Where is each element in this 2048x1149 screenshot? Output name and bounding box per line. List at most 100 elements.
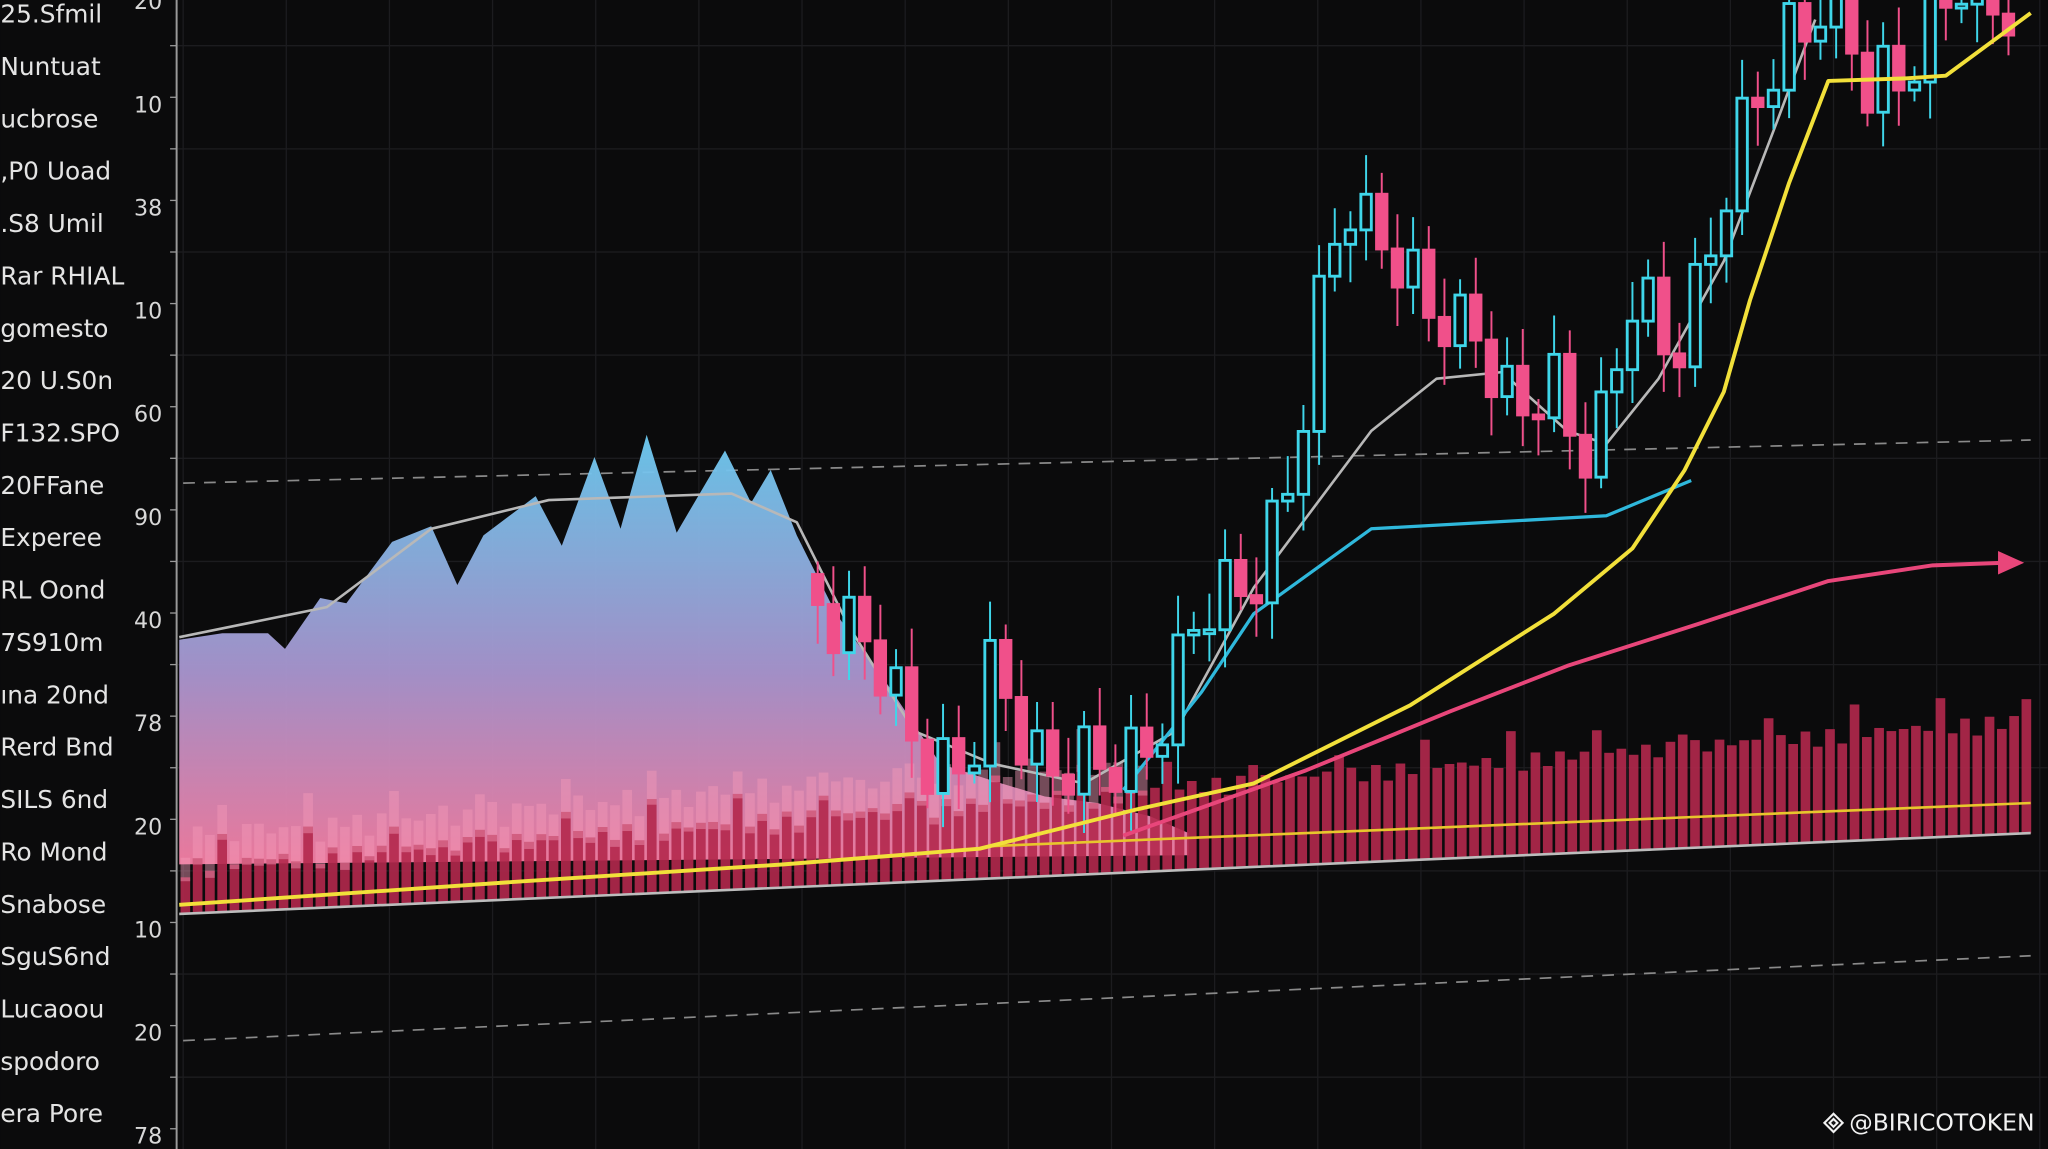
volume-bar — [1776, 735, 1786, 845]
volume-bar — [1677, 734, 1688, 849]
volume-bar — [487, 834, 498, 901]
side-label: ucbrose — [0, 104, 98, 133]
volume-bar — [1837, 743, 1848, 842]
volume-bar — [1726, 745, 1737, 847]
volume-bar — [1763, 718, 1774, 845]
volume-bar — [438, 840, 448, 903]
candle-body — [1719, 209, 1734, 258]
volume-bar — [634, 840, 645, 895]
volume-bar — [1407, 774, 1418, 861]
candle-body — [1625, 319, 1640, 372]
volume-bar — [1604, 752, 1614, 852]
volume-bar — [708, 821, 718, 891]
volume-bar — [1260, 774, 1271, 867]
volume-bar — [536, 834, 547, 899]
candle-body — [1422, 248, 1436, 319]
volume-bar-light — [806, 776, 817, 818]
volume-bar — [1947, 733, 1958, 837]
volume-bar-light — [536, 803, 547, 841]
volume-bar — [1248, 765, 1258, 868]
arrow-head — [1998, 550, 2025, 575]
volume-bar — [1051, 790, 1062, 876]
dashed-line — [183, 439, 2031, 484]
candle-body — [1860, 51, 1875, 114]
candle-body — [1641, 276, 1655, 323]
side-label: .S8 Umil — [0, 209, 103, 238]
volume-bar — [769, 829, 780, 889]
volume-bar — [1996, 728, 2007, 835]
side-label: era Pore — [0, 1099, 103, 1128]
candle-body — [873, 639, 888, 697]
axis-label: 20 — [134, 1021, 162, 1047]
volume-bar — [229, 864, 240, 912]
volume-bar — [217, 833, 228, 913]
candle-body — [1218, 558, 1232, 632]
volume-bar — [978, 804, 988, 880]
candle-body — [1751, 96, 1765, 109]
volume-bar — [757, 813, 768, 889]
candle-body — [1845, 0, 1859, 55]
volume-bar — [511, 833, 522, 900]
volume-bar — [450, 850, 461, 903]
volume-bar-light — [818, 772, 829, 801]
volume-bar — [1101, 786, 1111, 874]
volume-bar — [597, 827, 608, 896]
candle-body — [1986, 0, 2000, 16]
volume-bar — [867, 808, 878, 884]
side-label: 20FFane — [0, 471, 104, 500]
candle-body — [1077, 725, 1091, 796]
candle-body — [1187, 628, 1201, 637]
volume-bar-light — [1137, 765, 1148, 796]
volume-bar — [1861, 737, 1872, 841]
volume-bar — [1223, 794, 1234, 869]
candle-body — [1798, 2, 1812, 43]
candle-body — [1061, 773, 1076, 796]
volume-bar — [401, 846, 412, 905]
flat-line-yellow — [992, 801, 2031, 848]
volume-bar — [1972, 735, 1983, 836]
volume-bar-light — [1002, 777, 1013, 804]
candle-body — [1531, 413, 1546, 421]
volume-bar-light — [303, 793, 313, 834]
candle-body — [1030, 729, 1044, 766]
candle-body — [1892, 44, 1906, 92]
dashed-line — [183, 954, 2031, 1042]
side-label: Lucaoou — [0, 994, 104, 1023]
volume-bar-light — [315, 841, 326, 869]
candle-body — [1782, 2, 1796, 92]
volume-bar — [843, 813, 853, 885]
volume-bar-light — [634, 816, 645, 846]
volume-bar — [1174, 789, 1185, 871]
volume-bar-light — [1101, 762, 1111, 792]
volume-bar-light — [696, 791, 706, 830]
volume-bar — [1579, 751, 1590, 853]
candle-body — [1281, 492, 1295, 503]
candle-body — [920, 738, 935, 795]
volume-bar — [953, 811, 964, 881]
volume-bar — [205, 870, 215, 913]
volume-bar-light — [597, 801, 608, 833]
volume-bar — [1186, 780, 1197, 870]
volume-bar — [1567, 759, 1578, 854]
volume-bar-light — [757, 778, 768, 821]
volume-bar — [1788, 744, 1799, 844]
volume-bar — [2021, 699, 2032, 834]
volume-bar-light — [769, 802, 780, 835]
volume-bar — [1150, 787, 1160, 872]
volume-bar — [327, 847, 338, 908]
volume-bar — [646, 799, 657, 894]
volume-bar — [1371, 765, 1381, 862]
candle-body — [1547, 352, 1561, 420]
candle-body — [1813, 25, 1828, 43]
moving-average-pink — [1122, 560, 2005, 838]
side-label: 7S910m — [0, 628, 103, 657]
candle-body — [1970, 0, 1984, 6]
candle-body — [842, 595, 856, 655]
volume-bar — [671, 822, 682, 893]
volume-bar-light — [561, 778, 571, 819]
candle-body — [1312, 274, 1326, 433]
volume-bar — [1383, 780, 1393, 862]
volume-bar — [425, 848, 436, 904]
candle-body — [1453, 293, 1467, 348]
